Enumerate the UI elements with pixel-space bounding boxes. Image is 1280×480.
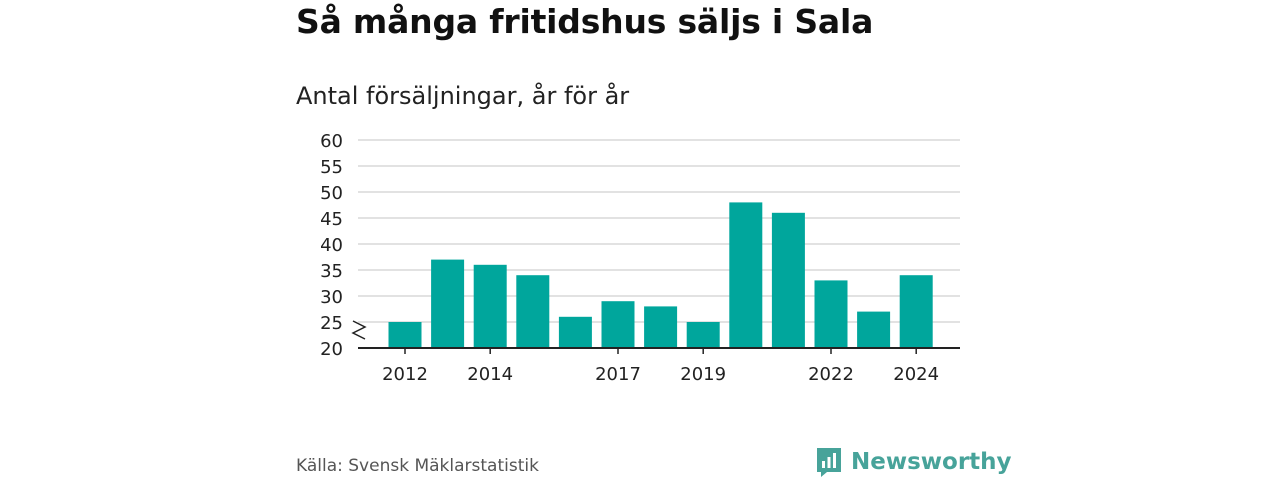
gridlines [358, 139, 960, 323]
bar-2023 [857, 311, 891, 348]
x-tick-label: 2022 [808, 364, 854, 385]
x-tick-label: 2014 [467, 364, 513, 385]
bar-2020 [729, 202, 763, 348]
y-tick-label: 60 [320, 131, 343, 152]
bar-2013 [431, 259, 465, 348]
y-tick-label: 35 [320, 261, 343, 282]
x-tick-label: 2019 [680, 364, 726, 385]
axis-break-mark [351, 320, 367, 340]
x-tick-label: 2024 [893, 364, 939, 385]
newsworthy-logo-icon [817, 448, 841, 477]
bar-2017 [601, 301, 635, 348]
bar-2014 [473, 264, 507, 348]
y-tick-label: 30 [320, 287, 343, 308]
x-tick-label: 2012 [382, 364, 428, 385]
bar-2016 [558, 316, 592, 348]
chart-title: Så många fritidshus säljs i Sala [296, 2, 874, 41]
bar-2012 [388, 322, 422, 348]
x-tick-label: 2017 [595, 364, 641, 385]
y-tick-label: 25 [320, 313, 343, 334]
bar-2022 [814, 280, 848, 348]
source-note: Källa: Svensk Mäklarstatistik [296, 456, 539, 476]
y-tick-label: 20 [320, 339, 343, 360]
y-tick-label: 50 [320, 183, 343, 204]
y-tick-label: 40 [320, 235, 343, 256]
y-axis-ticks: 20 25 30 35 40 45 50 55 60 [320, 131, 343, 360]
x-axis-ticks: 2012 2014 2017 2019 2022 2024 [382, 348, 939, 385]
bar-2015 [516, 275, 550, 348]
chart-subtitle: Antal försäljningar, år för år [296, 82, 630, 110]
x-axis [351, 320, 960, 349]
bar-2018 [644, 306, 678, 348]
brand-name: Newsworthy [851, 449, 1012, 475]
bar-2021 [771, 212, 805, 348]
brand-logo: Newsworthy [815, 446, 1012, 478]
bars [388, 202, 933, 348]
bar-2019 [686, 322, 720, 348]
y-tick-label: 55 [320, 157, 343, 178]
y-tick-label: 45 [320, 209, 343, 230]
bar-2024 [899, 275, 933, 348]
